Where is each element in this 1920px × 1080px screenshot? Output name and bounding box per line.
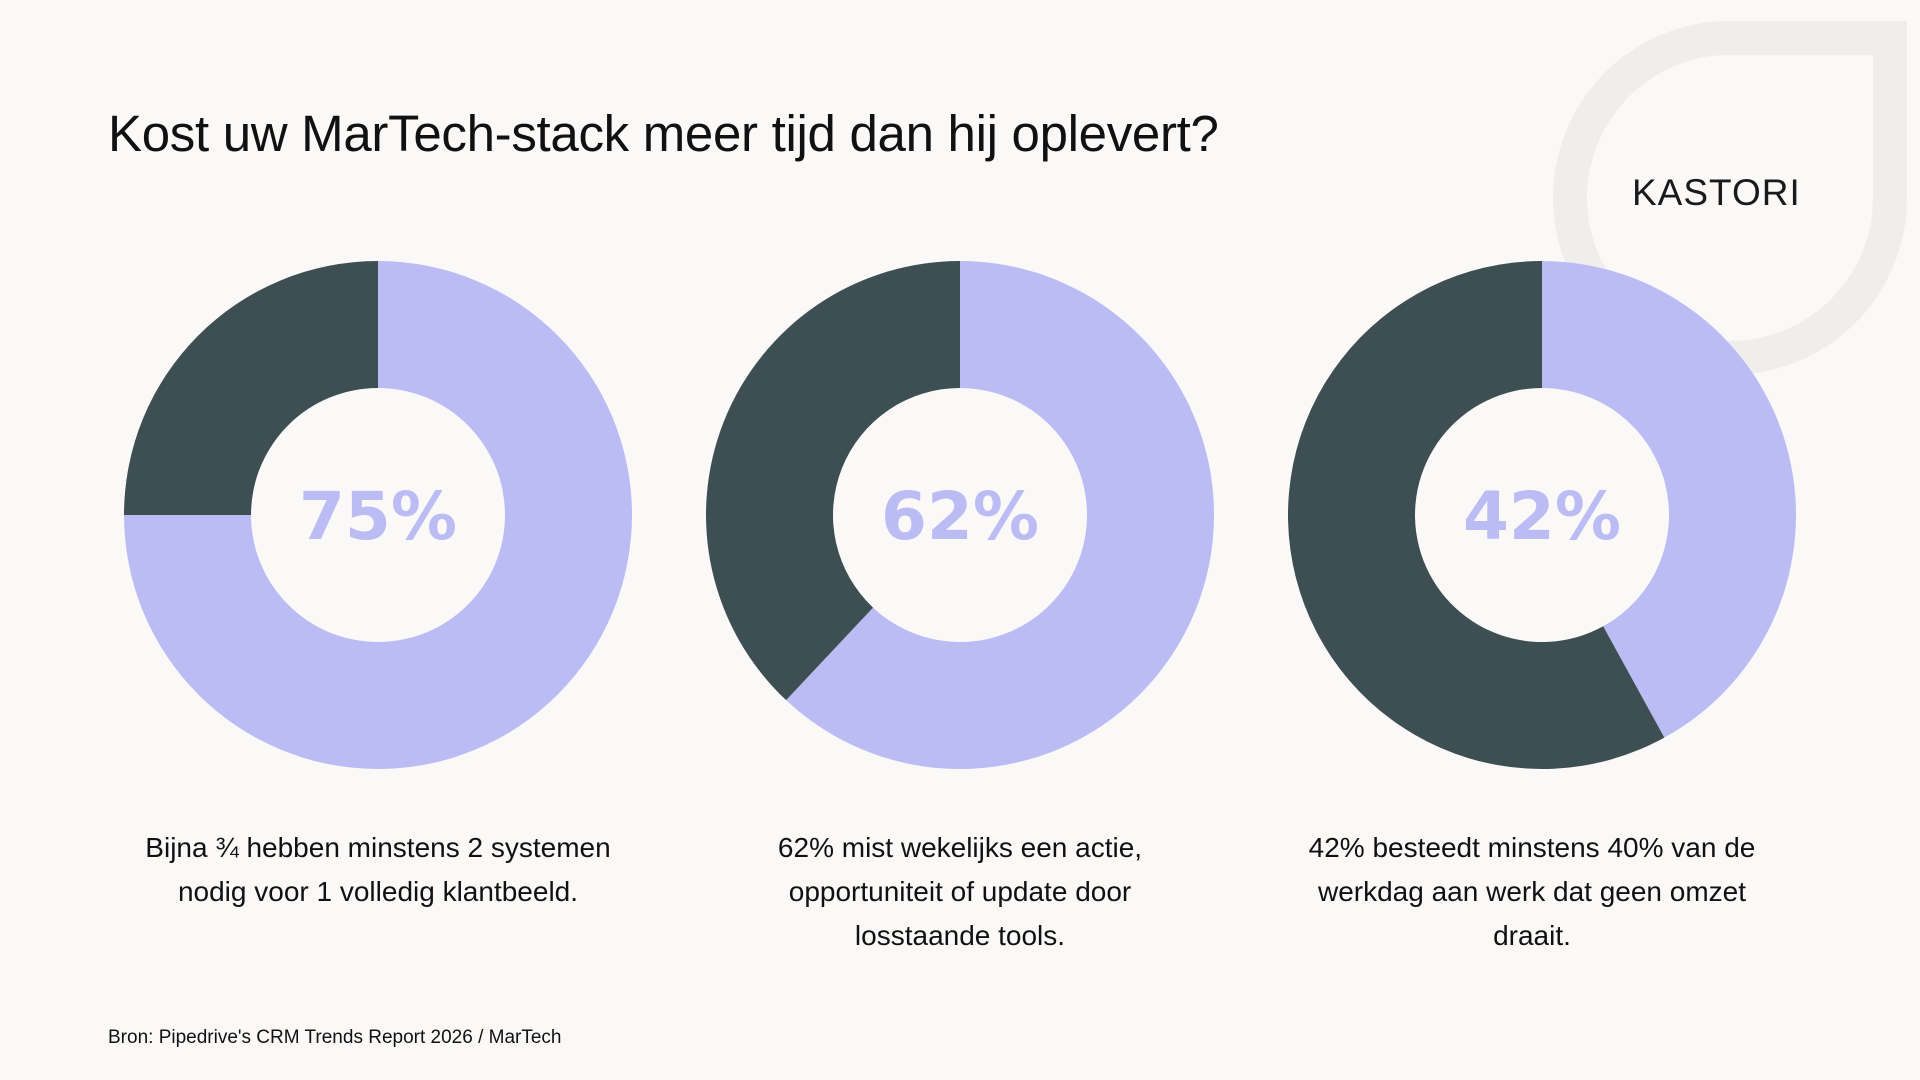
caption-line: 42% besteedt minstens 40% van de [1308,832,1756,863]
source-note: Bron: Pipedrive's CRM Trends Report 2026… [108,1027,562,1048]
donut-center-label: 42% [1463,478,1621,555]
caption-line: Bijna ¾ hebben minstens 2 systemen [145,832,611,863]
caption-line: opportuniteit of update door [788,876,1132,907]
page-title: Kost uw MarTech-stack meer tijd dan hij … [108,105,1219,162]
caption-line: werkdag aan werk dat geen omzet [1317,876,1747,907]
caption-line: draait. [1493,920,1571,951]
caption-line: 62% mist wekelijks een actie, [777,832,1143,863]
caption-line: nodig voor 1 volledig klantbeeld. [177,876,579,907]
donut-slice-remainder [706,261,960,701]
kastori-logo: KASTORI [1632,172,1801,213]
donut-slice-remainder [124,261,378,515]
donut-center-label: 75% [299,478,457,555]
donut-slice-primary [124,261,632,769]
donut-slice-primary [786,261,1214,769]
donut-slice-remainder [1287,261,1665,770]
caption-chart-3: 42% besteedt minstens 40% van de werkdag… [1252,826,1812,958]
caption-line: losstaande tools. [854,920,1066,951]
donut-slice-primary [1542,261,1796,738]
caption-chart-2: 62% mist wekelijks een actie, opportunit… [680,826,1240,958]
donut-center-label: 62% [881,478,1039,555]
caption-chart-1: Bijna ¾ hebben minstens 2 systemen nodig… [98,826,658,914]
